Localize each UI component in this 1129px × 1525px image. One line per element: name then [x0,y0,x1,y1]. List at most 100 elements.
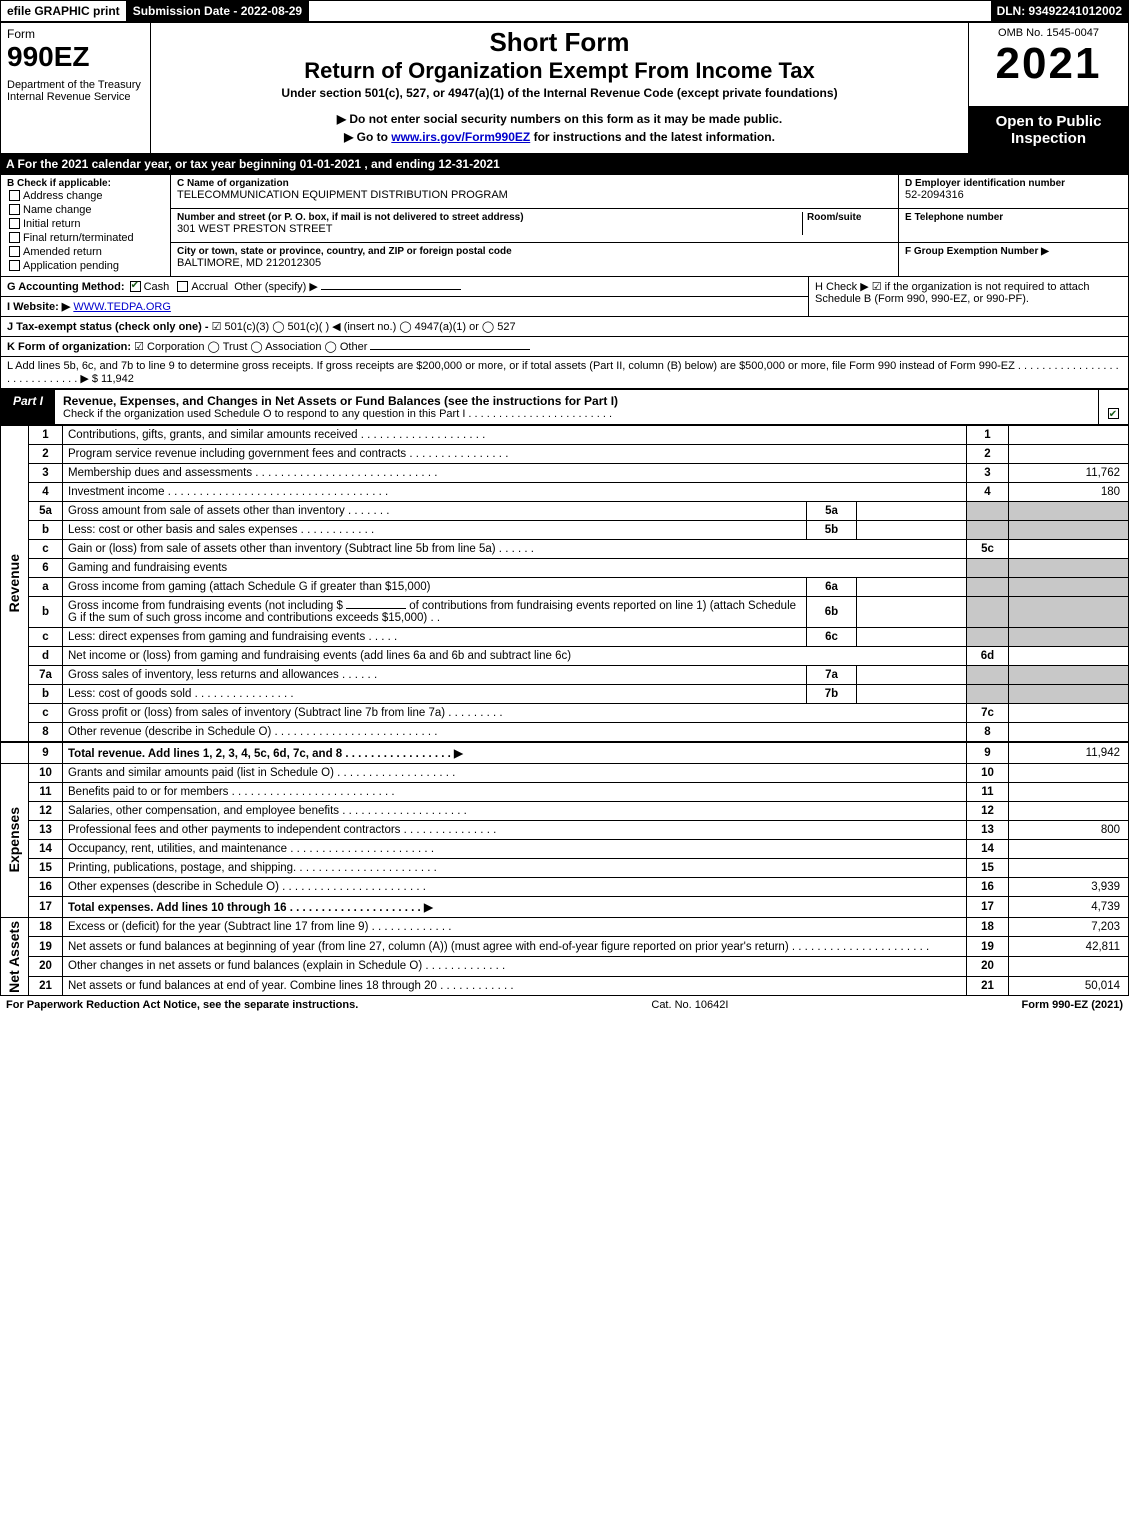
form-number: 990EZ [7,41,144,73]
line-amount: 50,014 [1009,976,1129,996]
efile-print-button[interactable]: efile GRAPHIC print [1,1,127,21]
line-amount [1009,858,1129,877]
shade-cell [1009,558,1129,577]
cash-label: Cash [144,281,170,293]
line-num: b [29,684,63,703]
check-amended-return[interactable]: Amended return [7,245,164,259]
ein-value: 52-2094316 [905,189,1122,201]
line-num: 8 [29,722,63,742]
line-amount [1009,956,1129,976]
org-name: TELECOMMUNICATION EQUIPMENT DISTRIBUTION… [177,189,892,201]
line-rnum: 7c [967,703,1009,722]
part1-checkbox[interactable] [1098,390,1128,424]
line-num: 19 [29,937,63,957]
line17-desc: Total expenses. Add lines 10 through 16 … [68,902,433,914]
part1-header: Part I Revenue, Expenses, and Changes in… [0,389,1129,425]
check-initial-return[interactable]: Initial return [7,217,164,231]
shade-cell [967,684,1009,703]
check-name-change[interactable]: Name change [7,203,164,217]
line-amount [1009,539,1129,558]
line-num: 18 [29,917,63,937]
short-form-title: Short Form [157,27,962,58]
check-application-pending[interactable]: Application pending [7,259,164,273]
expenses-vlabel: Expenses [6,807,22,872]
line-num: 3 [29,463,63,482]
irs-label: Internal Revenue Service [7,91,144,103]
street-value: 301 WEST PRESTON STREET [177,223,802,235]
shade-cell [967,665,1009,684]
box-g-label: G Accounting Method: [7,281,125,293]
irs-form-link[interactable]: www.irs.gov/Form990EZ [391,130,530,144]
line-num: b [29,596,63,627]
line-rnum: 8 [967,722,1009,742]
website-link[interactable]: WWW.TEDPA.ORG [73,301,171,313]
form-of-org-options[interactable]: ☑ Corporation ◯ Trust ◯ Association ◯ Ot… [134,341,367,353]
line-desc-6b: Gross income from fundraising events (no… [63,596,807,627]
check-cash[interactable] [130,281,141,292]
sub-value [857,596,967,627]
line-amount [1009,801,1129,820]
sub-label: 6b [807,596,857,627]
line-amount [1009,425,1129,444]
tax-year: 2021 [975,39,1122,89]
line-desc: Investment income . . . . . . . . . . . … [63,482,967,501]
line-desc: Gain or (loss) from sale of assets other… [63,539,967,558]
line-desc: Gaming and fundraising events [63,558,967,577]
city-label: City or town, state or province, country… [177,246,892,257]
shade-cell [1009,577,1129,596]
line-num: 21 [29,976,63,996]
line-num: b [29,520,63,539]
sub-label: 5a [807,501,857,520]
other-specify-input[interactable] [321,289,461,290]
line-rnum: 19 [967,937,1009,957]
line-desc: Less: direct expenses from gaming and fu… [63,627,807,646]
line-rnum: 12 [967,801,1009,820]
part1-title: Revenue, Expenses, and Changes in Net As… [63,394,1090,408]
sub-label: 7a [807,665,857,684]
dept-treasury: Department of the Treasury [7,79,144,91]
contrib-amount-input[interactable] [346,608,406,609]
line-amount [1009,722,1129,742]
line-desc: Net assets or fund balances at end of ye… [63,976,967,996]
line-desc: Less: cost of goods sold . . . . . . . .… [63,684,807,703]
line-desc: Membership dues and assessments . . . . … [63,463,967,482]
line-amount [1009,763,1129,782]
shade-cell [1009,684,1129,703]
line-num: d [29,646,63,665]
top-bar: efile GRAPHIC print Submission Date - 20… [0,0,1129,22]
box-f-label: F Group Exemption Number ▶ [905,246,1122,257]
line-rnum: 21 [967,976,1009,996]
line-amount [1009,782,1129,801]
box-h-text: H Check ▶ ☑ if the organization is not r… [815,280,1122,305]
line-num: 7a [29,665,63,684]
topbar-spacer [309,1,990,21]
line-amount [1009,444,1129,463]
line-num: 10 [29,763,63,782]
line-rnum: 13 [967,820,1009,839]
box-k-label: K Form of organization: [7,341,131,353]
line9-desc: Total revenue. Add lines 1, 2, 3, 4, 5c,… [68,748,463,760]
line-desc: Printing, publications, postage, and shi… [63,858,967,877]
check-address-change[interactable]: Address change [7,189,164,203]
line-num: 11 [29,782,63,801]
line-num: 12 [29,801,63,820]
sub-value [857,627,967,646]
ssn-note: ▶ Do not enter social security numbers o… [157,110,962,128]
section-a-bar: A For the 2021 calendar year, or tax yea… [0,154,1129,174]
check-final-return[interactable]: Final return/terminated [7,231,164,245]
footer-catno: Cat. No. 10642I [358,999,1021,1011]
box-l-text: L Add lines 5b, 6c, and 7b to line 9 to … [7,360,1119,385]
tax-exempt-options[interactable]: ☑ 501(c)(3) ◯ 501(c)( ) ◀ (insert no.) ◯… [212,321,516,333]
dln-label: DLN: 93492241012002 [991,1,1128,21]
open-to-public: Open to Public Inspection [969,107,1128,153]
line-amount: 180 [1009,482,1129,501]
under-section: Under section 501(c), 527, or 4947(a)(1)… [157,84,962,102]
shade-cell [967,627,1009,646]
check-accrual[interactable] [177,281,188,292]
line-rnum: 18 [967,917,1009,937]
other-org-input[interactable] [370,349,530,350]
line-desc: Excess or (deficit) for the year (Subtra… [63,917,967,937]
shade-cell [967,520,1009,539]
line-amount: 11,762 [1009,463,1129,482]
line-num: 5a [29,501,63,520]
